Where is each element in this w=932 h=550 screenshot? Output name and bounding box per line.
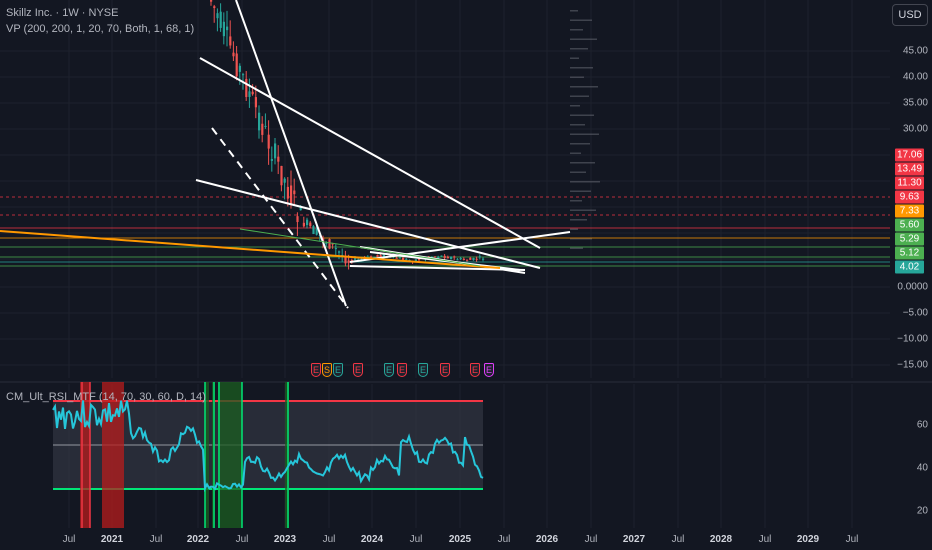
earnings-marker[interactable]: E: [353, 363, 363, 377]
price-axis-label: 40.00: [902, 71, 928, 83]
earnings-marker[interactable]: E: [484, 363, 494, 377]
price-axis-label: 35.00: [902, 97, 928, 109]
price-tag: 17.06: [895, 148, 924, 162]
time-axis-label: 2023: [273, 534, 297, 545]
price-tag: 7.33: [895, 204, 924, 218]
time-axis-label: 2027: [622, 534, 646, 545]
volume-profile: [570, 10, 600, 249]
price-axis-label: −10.00: [897, 333, 928, 345]
rsi-axis-label: 60: [916, 419, 928, 431]
time-axis-label: 2029: [796, 534, 820, 545]
time-axis-label: Jul: [62, 534, 76, 545]
time-axis-label: 2025: [448, 534, 472, 545]
symbol-title[interactable]: Skillz Inc. · 1W · NYSE: [6, 7, 119, 19]
price-axis-label: 45.00: [902, 45, 928, 57]
time-axis-label: Jul: [845, 534, 859, 545]
price-tag: 11.30: [895, 176, 924, 190]
price-axis-label: −15.00: [897, 359, 928, 371]
price-axis-label: −5.00: [902, 307, 928, 319]
rsi-pane: [0, 381, 932, 528]
rsi-axis-label: 40: [916, 462, 928, 474]
split-marker[interactable]: S: [322, 363, 332, 377]
price-tag: 13.49: [895, 162, 924, 176]
currency-button[interactable]: USD: [892, 4, 928, 26]
earnings-marker[interactable]: E: [311, 363, 321, 377]
time-axis-label: Jul: [322, 534, 336, 545]
earnings-marker[interactable]: E: [470, 363, 480, 377]
earnings-marker[interactable]: E: [384, 363, 394, 377]
price-tag: 5.60: [895, 218, 924, 232]
earnings-marker[interactable]: E: [397, 363, 407, 377]
trendline: [199, 57, 541, 249]
price-candles: [210, 0, 485, 270]
earnings-marker[interactable]: E: [440, 363, 450, 377]
time-axis-label: Jul: [235, 534, 249, 545]
volume-profile-legend[interactable]: VP (200, 200, 1, 20, 70, Both, 1, 68, 1): [6, 23, 195, 35]
time-axis-label: Jul: [149, 534, 163, 545]
time-axis-label: 2021: [100, 534, 124, 545]
time-axis-label: Jul: [497, 534, 511, 545]
trendline: [349, 231, 571, 263]
trendline: [211, 127, 349, 309]
price-tag: 5.12: [895, 246, 924, 260]
earnings-marker[interactable]: E: [418, 363, 428, 377]
time-axis-label: 2028: [709, 534, 733, 545]
rsi-axis-label: 20: [916, 505, 928, 517]
price-tag: 9.63: [895, 190, 924, 204]
price-axis-label: 30.00: [902, 123, 928, 135]
price-axis-label: 0.0000: [897, 281, 928, 293]
time-axis-label: Jul: [409, 534, 423, 545]
time-axis-label: Jul: [584, 534, 598, 545]
time-axis-label: Jul: [671, 534, 685, 545]
green-trendline[interactable]: [239, 228, 481, 267]
time-axis-label: 2026: [535, 534, 559, 545]
earnings-marker[interactable]: E: [333, 363, 343, 377]
time-axis-label: Jul: [758, 534, 772, 545]
rsi-legend[interactable]: CM_Ult_RSI_MTF (14, 70, 30, 60, D, 14): [6, 391, 206, 403]
time-axis-label: 2024: [360, 534, 384, 545]
price-tag: 4.02: [895, 260, 924, 274]
trendline: [349, 265, 526, 271]
time-axis-label: 2022: [186, 534, 210, 545]
orange-trendline[interactable]: [0, 230, 501, 269]
price-tag: 5.29: [895, 232, 924, 246]
trendline: [195, 179, 541, 269]
rsi-line: [52, 400, 484, 493]
